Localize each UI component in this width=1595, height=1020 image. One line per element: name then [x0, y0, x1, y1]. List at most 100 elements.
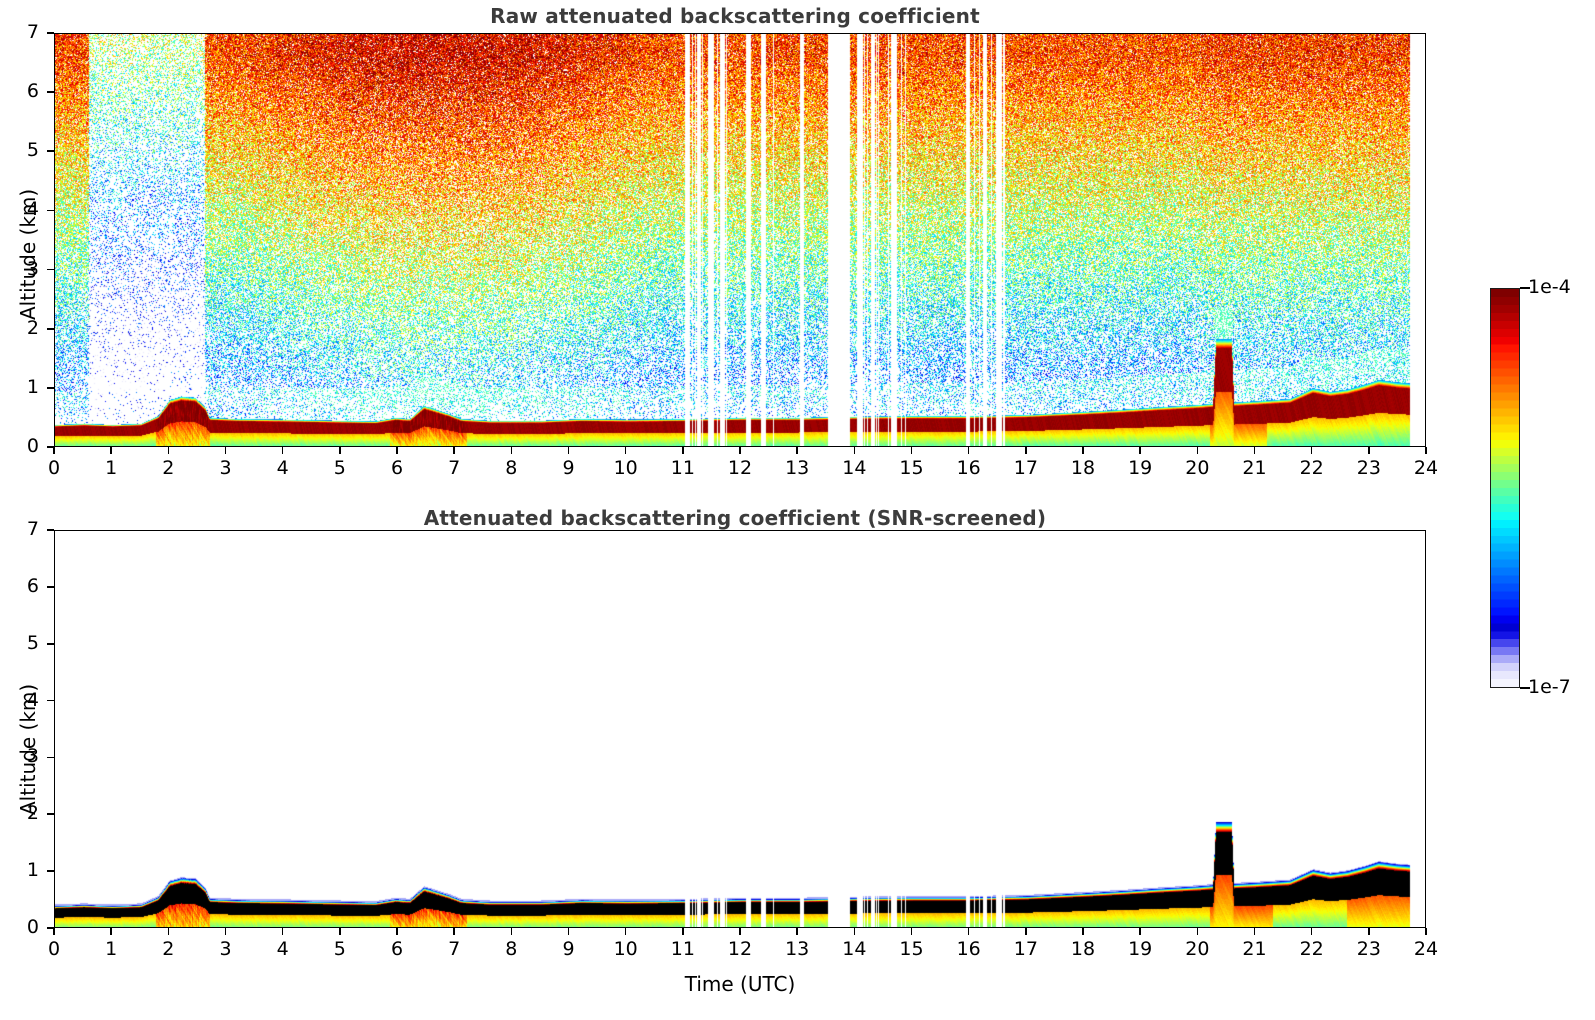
x-tick-mark: [396, 447, 398, 454]
x-tick-mark: [739, 447, 741, 454]
x-tick-mark: [1025, 447, 1027, 454]
x-tick-mark: [739, 928, 741, 935]
y-tick-mark: [47, 927, 54, 929]
x-tick-label: 8: [505, 457, 518, 479]
x-tick-label: 24: [1413, 457, 1439, 479]
y-tick-label: 1: [26, 375, 39, 398]
y-tick-mark: [47, 32, 54, 34]
x-tick-label: 0: [47, 938, 61, 960]
x-tick-label: 13: [785, 938, 810, 960]
y-tick-label: 0: [26, 435, 39, 457]
x-axis-label: Time (UTC): [684, 972, 796, 996]
y-tick-label: 6: [26, 574, 39, 597]
x-tick-mark: [339, 928, 341, 935]
x-tick-label: 19: [1128, 457, 1153, 479]
x-tick-label: 11: [670, 457, 695, 479]
x-tick-label: 5: [333, 938, 346, 960]
x-tick-mark: [110, 928, 112, 935]
y-tick-label: 1: [26, 859, 39, 882]
x-tick-label: 1: [105, 457, 118, 479]
x-tick-mark: [1025, 928, 1027, 935]
x-tick-label: 21: [1242, 457, 1267, 479]
y-tick-mark: [47, 268, 54, 271]
y-tick-mark: [47, 446, 54, 448]
y-tick-label: 5: [26, 631, 39, 654]
x-tick-mark: [224, 447, 227, 454]
x-tick-mark: [1310, 928, 1313, 935]
x-tick-label: 23: [1356, 457, 1381, 479]
x-tick-label: 20: [1185, 938, 1210, 960]
y-tick-mark: [47, 586, 54, 588]
x-tick-mark: [53, 447, 55, 454]
x-tick-label: 16: [956, 457, 981, 479]
x-tick-label: 8: [505, 938, 518, 960]
x-tick-label: 6: [390, 938, 404, 960]
x-tick-label: 20: [1185, 457, 1210, 479]
x-tick-mark: [967, 928, 970, 935]
x-tick-label: 0: [47, 457, 61, 479]
y-tick-mark: [47, 756, 54, 759]
y-tick-mark: [47, 529, 54, 531]
y-tick-label: 0: [26, 916, 39, 938]
x-tick-mark: [1082, 928, 1084, 935]
x-tick-label: 18: [1070, 457, 1096, 479]
x-tick-label: 17: [1013, 938, 1038, 960]
x-tick-label: 9: [562, 457, 575, 479]
x-tick-mark: [796, 928, 798, 935]
x-tick-mark: [853, 928, 856, 935]
colorbar-gradient: [1490, 288, 1520, 688]
x-tick-label: 7: [448, 457, 461, 479]
x-tick-mark: [682, 447, 684, 454]
y-tick-mark: [47, 870, 54, 872]
x-tick-mark: [1082, 447, 1084, 454]
y-tick-label: 4: [26, 198, 39, 221]
x-tick-mark: [510, 447, 513, 454]
x-tick-label: 10: [613, 457, 638, 479]
x-tick-mark: [1368, 928, 1370, 935]
y-tick-label: 6: [26, 80, 39, 103]
colorbar-max-label: 1e-4: [1528, 276, 1571, 298]
x-tick-label: 19: [1128, 938, 1153, 960]
x-tick-label: 14: [842, 457, 867, 479]
x-tick-mark: [510, 928, 513, 935]
x-tick-mark: [910, 928, 913, 935]
x-tick-label: 5: [333, 457, 346, 479]
x-tick-mark: [682, 928, 684, 935]
x-tick-mark: [1310, 447, 1313, 454]
y-tick-label: 5: [26, 139, 39, 162]
x-tick-mark: [1196, 928, 1199, 935]
x-tick-mark: [110, 447, 112, 454]
x-tick-label: 21: [1242, 938, 1267, 960]
x-tick-label: 4: [276, 457, 289, 479]
x-tick-mark: [624, 447, 627, 454]
x-tick-label: 24: [1413, 938, 1439, 960]
y-tick-mark: [47, 813, 54, 816]
x-tick-mark: [339, 447, 341, 454]
y-tick-mark: [47, 209, 54, 212]
x-tick-label: 23: [1356, 938, 1381, 960]
x-tick-label: 14: [842, 938, 867, 960]
x-tick-mark: [796, 447, 798, 454]
x-tick-mark: [1368, 447, 1370, 454]
x-tick-label: 9: [562, 938, 575, 960]
y-tick-label: 7: [26, 518, 39, 540]
x-tick-label: 7: [448, 938, 461, 960]
y-tick-mark: [47, 150, 54, 153]
x-tick-mark: [1139, 928, 1141, 935]
y-tick-label: 3: [26, 745, 39, 768]
y-tick-label: 4: [26, 688, 39, 711]
x-tick-mark: [224, 928, 227, 935]
y-tick-mark: [47, 642, 54, 645]
x-tick-mark: [281, 928, 284, 935]
y-tick-mark: [47, 387, 54, 389]
y-tick-mark: [47, 327, 54, 330]
x-tick-mark: [1196, 447, 1199, 454]
x-tick-label: 2: [162, 457, 175, 479]
x-tick-mark: [1253, 447, 1256, 454]
x-tick-mark: [567, 928, 570, 935]
colorbar-tick-top: [1520, 287, 1530, 289]
plot-area-screened: [54, 530, 1426, 928]
y-tick-label: 7: [26, 21, 39, 43]
x-tick-mark: [967, 447, 970, 454]
